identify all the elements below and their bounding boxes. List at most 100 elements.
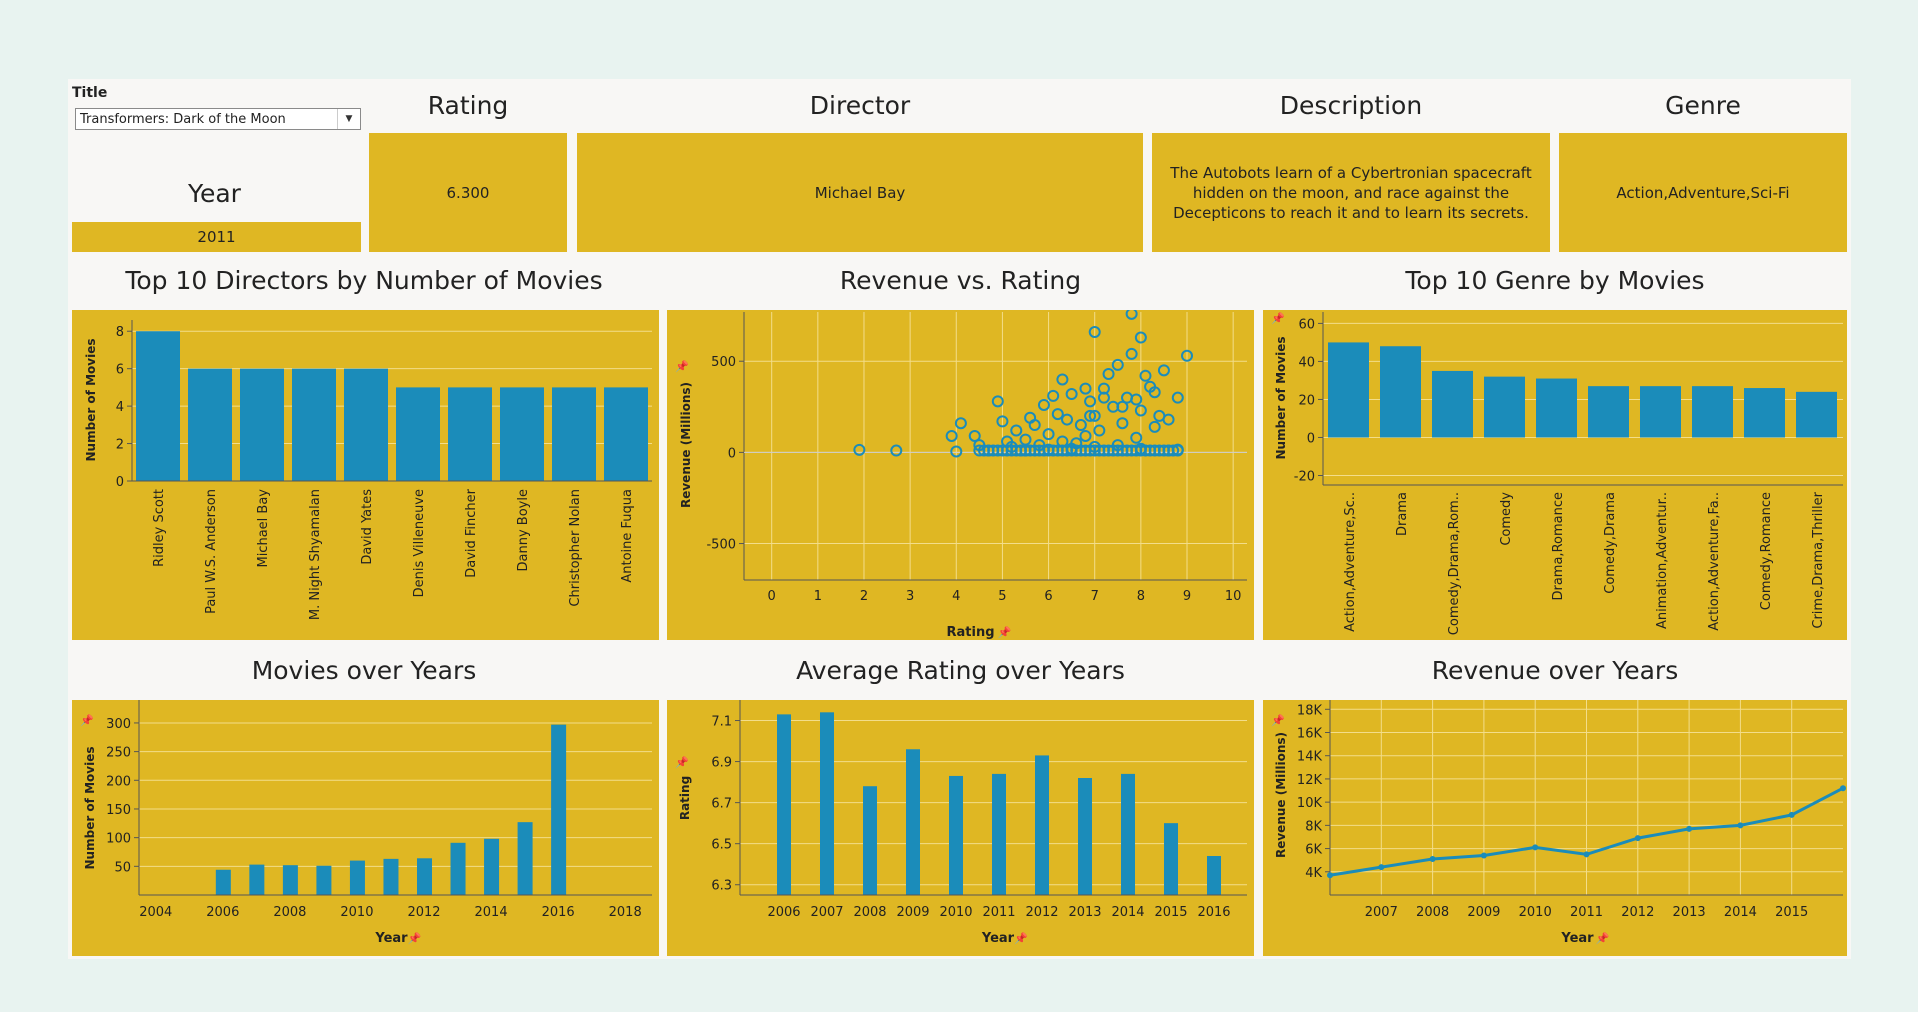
genre-y-tick-label: 0 (1307, 431, 1315, 446)
genre-bar (1536, 378, 1577, 438)
revenue-x-tick-label: 2014 (1724, 905, 1757, 920)
scatter-point (1088, 409, 1101, 422)
scatter-y-axis-label: Revenue (Millions) (679, 382, 693, 508)
directors-bar (240, 368, 284, 481)
revenue-point (1480, 852, 1487, 859)
title-filter-dropdown[interactable]: Transformers: Dark of the Moon ▼ (75, 108, 361, 130)
dropdown-arrow-icon[interactable]: ▼ (337, 109, 360, 129)
scatter-point (1134, 404, 1147, 417)
avgrating-bar (1121, 773, 1135, 895)
scatter-point (1047, 389, 1060, 402)
directors-bar (136, 331, 180, 481)
pin-icon: 📌 (675, 755, 689, 769)
avgrating-bar (777, 714, 791, 895)
scatter-x-tick-label: 4 (952, 589, 960, 604)
movies-bar (417, 858, 432, 895)
scatter-x-tick-label: 0 (768, 589, 776, 604)
avgrating-x-tick-label: 2015 (1154, 905, 1187, 920)
directors-category-label: Michael Bay (256, 489, 271, 568)
revenue-x-tick-label: 2009 (1467, 905, 1500, 920)
revenue-y-tick-label: 16K (1297, 727, 1323, 742)
directors-category-label: Paul W.S. Anderson (204, 489, 219, 614)
scatter-point (1116, 400, 1129, 413)
revenue-y-tick-label: 18K (1297, 703, 1323, 718)
avgrating-x-tick-label: 2013 (1068, 905, 1101, 920)
avgrating-x-tick-label: 2011 (982, 905, 1015, 920)
year-card-value: 2011 (72, 222, 361, 252)
movies-bar (349, 860, 365, 895)
avgrating-bar (949, 775, 963, 895)
scatter-point (1130, 393, 1143, 406)
movies-y-tick-label: 50 (114, 860, 131, 875)
scatter-y-tick-label: 0 (728, 446, 736, 461)
avgrating-bar (1164, 823, 1178, 895)
scatter-point (1037, 398, 1050, 411)
directors-y-tick-label: 0 (116, 475, 124, 490)
genre-category-label: Comedy (1499, 492, 1514, 546)
scatter-point (1028, 419, 1041, 432)
revenue-x-tick-label: 2007 (1365, 905, 1398, 920)
scatter-point (1010, 424, 1023, 437)
revenue-point (1378, 864, 1385, 871)
directors-category-label: Denis Villeneuve (412, 489, 427, 597)
scatter-x-tick-label: 5 (998, 589, 1006, 604)
scatter-point (950, 445, 963, 458)
avgrating-x-tick-label: 2016 (1197, 905, 1230, 920)
scatter-point (853, 443, 866, 456)
movies-y-tick-label: 200 (106, 774, 131, 789)
scatter-point (1171, 391, 1184, 404)
scatter-point (1116, 417, 1129, 430)
directors-bar (552, 387, 596, 481)
directors-chart: 0 2 4 6 8 Number of Movies Ridley Scott Paul W.… (72, 310, 659, 640)
movies-x-tick-label: 2010 (340, 905, 373, 920)
revenue-years-chart: 2007 2008 2009 2010 2011 2012 2013 2014 2015 4K 6K… (1263, 700, 1847, 956)
genre-category-label: Animation,Adventur.. (1655, 492, 1670, 629)
scatter-point (1079, 429, 1092, 442)
avgrating-x-tick-label: 2007 (810, 905, 843, 920)
revenue-point (1532, 844, 1539, 851)
scatter-x-tick-label: 1 (814, 589, 822, 604)
scatter-point (1019, 433, 1032, 446)
movies-x-tick-label: 2012 (407, 905, 440, 920)
scatter-point (968, 429, 981, 442)
pin-icon: 📌 (1271, 713, 1285, 727)
directors-bar (604, 387, 648, 481)
directors-category-label: David Yates (360, 489, 375, 565)
scatter-point (1111, 358, 1124, 371)
revenue-point (1788, 811, 1795, 818)
avgrating-x-tick-label: 2006 (767, 905, 800, 920)
scatter-x-tick-label: 2 (860, 589, 868, 604)
genre-card-value: Action,Adventure,Sci-Fi (1559, 133, 1847, 252)
avgrating-x-tick-label: 2009 (896, 905, 929, 920)
genre-y-axis-label: Number of Movies (1274, 337, 1288, 460)
chart-title-revenue-rating: Revenue vs. Rating (839, 266, 1082, 295)
genre-category-label: Crime,Drama,Thriller (1811, 491, 1826, 628)
scatter-point (1084, 409, 1097, 422)
movies-y-axis-label: Number of Movies (83, 747, 97, 870)
movies-bar (316, 865, 332, 895)
revenue-y-tick-label: 6K (1305, 843, 1322, 858)
movies-bar (551, 724, 567, 895)
avgrating-y-tick-label: 6.5 (711, 838, 732, 853)
genre-bar (1432, 370, 1473, 438)
directors-bar (500, 387, 544, 481)
scatter-point (1093, 424, 1106, 437)
movies-bar (517, 822, 533, 895)
scatter-y-tick-label: -500 (706, 538, 736, 553)
genre-category-label: Drama (1395, 492, 1410, 536)
genre-card-label: Genre (1665, 91, 1741, 120)
director-card-value: Michael Bay (577, 133, 1143, 252)
genre-y-tick-label: 40 (1298, 355, 1315, 370)
scatter-point (996, 415, 1009, 428)
scatter-point (1157, 364, 1170, 377)
genre-category-label: Action,Adventure,Sc.. (1343, 492, 1358, 632)
directors-bar (188, 368, 232, 481)
directors-category-label: Christopher Nolan (568, 489, 583, 607)
scatter-point (945, 429, 958, 442)
rating-card-value: 6.300 (369, 133, 567, 252)
genre-chart: -20 0 20 40 60 Number of Movies 📌 Action,Advent… (1263, 310, 1847, 640)
genre-bar (1692, 386, 1733, 438)
revenue-point (1686, 825, 1693, 832)
genre-category-label: Drama,Romance (1551, 492, 1566, 601)
revenue-point (1634, 835, 1641, 842)
